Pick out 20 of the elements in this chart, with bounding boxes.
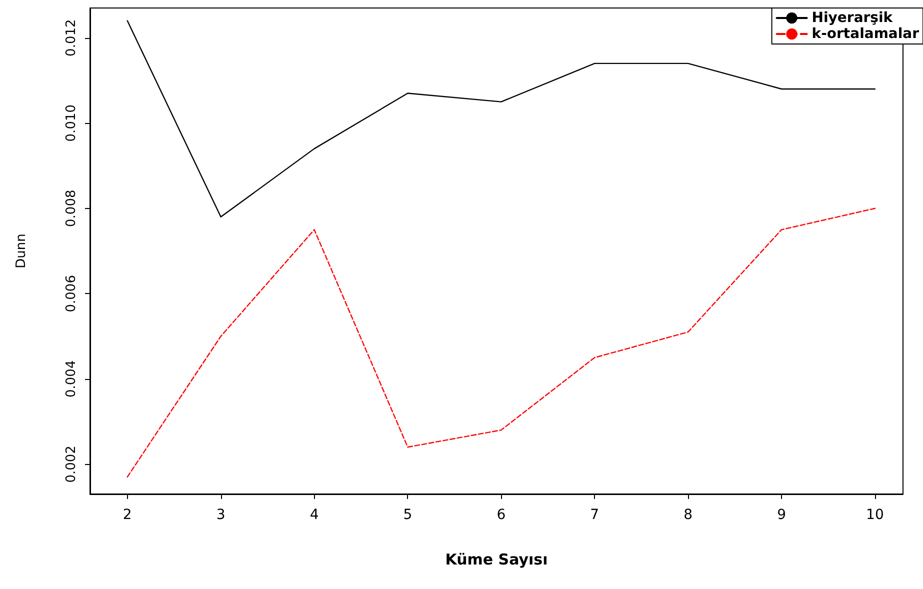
x-tick-label: 10 <box>866 507 884 523</box>
x-tick-label: 8 <box>684 507 693 523</box>
y-tick-label: 0.006 <box>64 275 79 312</box>
line-series <box>126 208 876 478</box>
y-tick-label: 0.012 <box>64 19 79 56</box>
x-tick-label: 9 <box>777 507 786 523</box>
y-tick-label: 0.010 <box>64 104 79 142</box>
y-tick-label: 0.004 <box>64 360 79 398</box>
x-tick-label: 6 <box>496 507 506 523</box>
legend-label: Hiyerarşik <box>812 10 894 26</box>
y-tick-label: 0.008 <box>64 190 79 227</box>
x-tick-label: 7 <box>590 507 600 523</box>
y-axis-title: Dunn <box>14 234 29 268</box>
x-tick-label: 5 <box>403 507 412 523</box>
x-tick-label: 2 <box>122 507 132 523</box>
x-tick-label: 4 <box>310 507 319 523</box>
x-axis-title: Küme Sayısı <box>445 550 548 568</box>
y-tick-label: 0.002 <box>64 446 79 483</box>
x-tick-label: 3 <box>216 507 226 523</box>
legend-label: k-ortalamalar <box>812 26 920 42</box>
